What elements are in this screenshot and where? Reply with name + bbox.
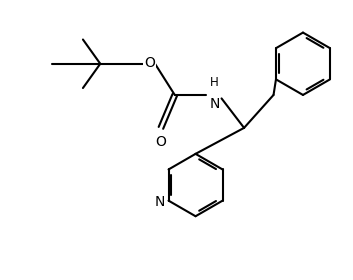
Text: N: N [155, 195, 165, 209]
Text: O: O [155, 136, 166, 150]
Text: H: H [210, 76, 219, 89]
Text: N: N [209, 97, 220, 111]
Text: O: O [144, 56, 155, 70]
